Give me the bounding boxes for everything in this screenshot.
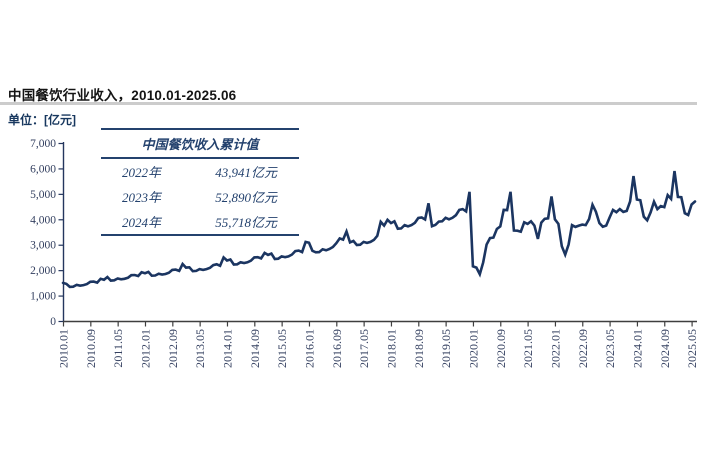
table-row: 2023年 52,890亿元 bbox=[101, 184, 299, 209]
x-tick-label: 2023.05 bbox=[603, 329, 617, 368]
unit-label: 单位：[亿元] bbox=[8, 113, 76, 127]
x-tick-label: 2014.09 bbox=[248, 329, 262, 368]
table-value: 52,890亿元 bbox=[215, 190, 277, 205]
table-year: 2022年 bbox=[122, 165, 162, 180]
table-year: 2023年 bbox=[122, 190, 162, 205]
x-tick-label: 2021.05 bbox=[521, 329, 535, 368]
summary-table: 中国餐饮收入累计值 2022年 43,941亿元 2023年 52,890亿元 … bbox=[101, 128, 299, 236]
table-year: 2024年 bbox=[122, 215, 162, 230]
x-tick-label: 2018.09 bbox=[412, 329, 426, 368]
y-tick-label: 0 bbox=[50, 316, 56, 328]
revenue-line-series bbox=[61, 170, 697, 289]
x-tick-label: 2017.05 bbox=[357, 329, 371, 368]
page-title: 中国餐饮行业收入，2010.01-2025.06 bbox=[8, 88, 237, 103]
x-tick-label: 2024.09 bbox=[658, 329, 672, 368]
x-tick-label: 2020.09 bbox=[494, 329, 508, 368]
x-tick-label: 2022.09 bbox=[576, 329, 590, 368]
table-row: 2022年 43,941亿元 bbox=[101, 159, 299, 184]
x-tick-label: 2022.01 bbox=[548, 329, 562, 368]
title-divider bbox=[0, 102, 697, 105]
y-tick-label: 4,000 bbox=[30, 214, 56, 226]
table-row: 2024年 55,718亿元 bbox=[101, 209, 299, 234]
y-tick-label: 5,000 bbox=[30, 189, 56, 201]
x-tick-label: 2011.05 bbox=[111, 329, 125, 368]
x-tick-label: 2010.09 bbox=[84, 329, 98, 368]
x-tick-label: 2010.01 bbox=[57, 329, 71, 368]
x-tick-label: 2016.01 bbox=[302, 329, 316, 368]
x-tick-label: 2020.01 bbox=[466, 329, 480, 368]
y-tick-label: 6,000 bbox=[30, 163, 56, 175]
x-tick-label: 2024.01 bbox=[630, 329, 644, 368]
y-tick-label: 1,000 bbox=[30, 291, 56, 303]
x-tick-label: 2025.05 bbox=[685, 329, 699, 368]
y-tick-label: 2,000 bbox=[30, 265, 56, 277]
x-tick-label: 2019.05 bbox=[439, 329, 453, 368]
x-tick-label: 2018.01 bbox=[384, 329, 398, 368]
y-tick-label: 7,000 bbox=[30, 138, 56, 150]
x-tick-label: 2014.01 bbox=[220, 329, 234, 368]
y-tick-label: 3,000 bbox=[30, 240, 56, 252]
table-value: 43,941亿元 bbox=[215, 165, 277, 180]
summary-table-title: 中国餐饮收入累计值 bbox=[101, 130, 299, 159]
x-tick-label: 2012.01 bbox=[138, 329, 152, 368]
x-tick-label: 2012.09 bbox=[166, 329, 180, 368]
x-tick-label: 2013.05 bbox=[193, 329, 207, 368]
x-tick-label: 2016.09 bbox=[330, 329, 344, 368]
x-tick-label: 2015.05 bbox=[275, 329, 289, 368]
table-value: 55,718亿元 bbox=[215, 215, 277, 230]
